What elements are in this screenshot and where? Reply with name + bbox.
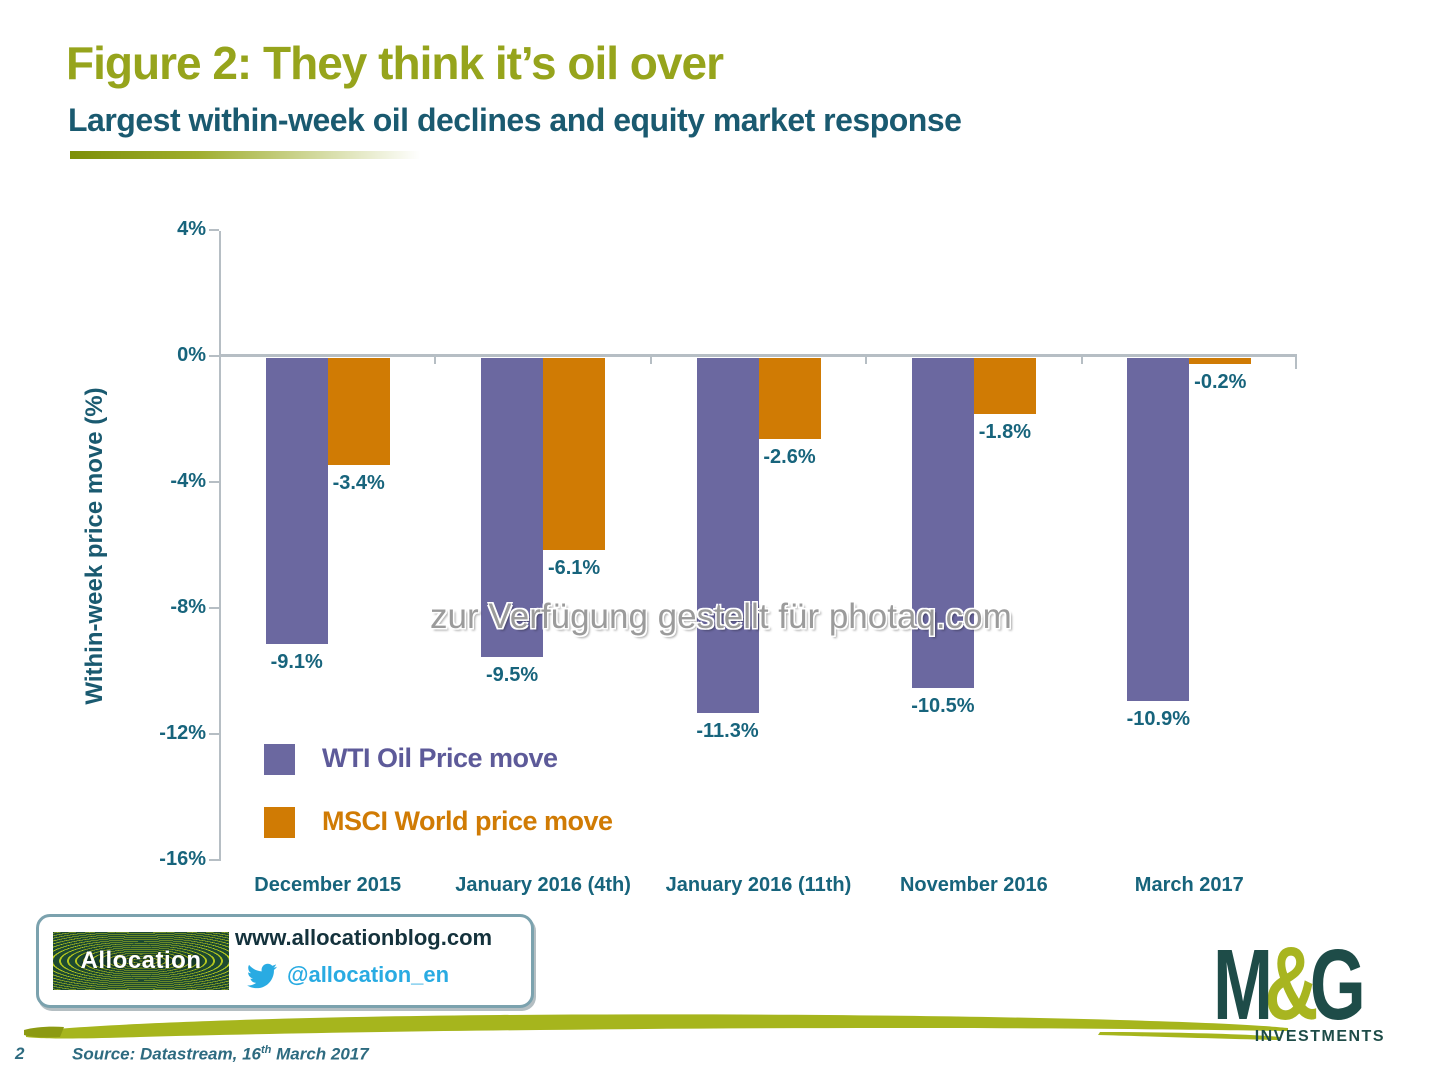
title-underline-rule: [70, 151, 435, 159]
source-note: Source: Datastream, 16th March 2017: [72, 1044, 369, 1065]
x-axis-tick: [865, 356, 868, 364]
msci-bar: [973, 357, 1036, 415]
zero-baseline: [219, 354, 1297, 357]
legend-label-msci: MSCI World price move: [322, 806, 613, 836]
y-axis-label: 4%: [177, 217, 206, 240]
y-axis-label: -4%: [170, 469, 206, 492]
bar-value-label: -0.2%: [1194, 370, 1247, 393]
x-axis-label: December 2015: [254, 874, 402, 896]
wti-bar: [1127, 357, 1190, 701]
bar-value-label: -10.5%: [911, 695, 975, 718]
page-number: 2: [15, 1044, 25, 1063]
x-axis-label: November 2016: [899, 874, 1048, 896]
y-axis-tick: [209, 480, 219, 483]
mandg-letters: M & G: [1213, 926, 1366, 1042]
twitter-handle-link[interactable]: @allocation_en: [287, 962, 450, 987]
brand-letter-m: M: [1213, 929, 1273, 1041]
source-superscript: th: [260, 1044, 272, 1056]
wti-bar: [911, 357, 974, 689]
x-axis-tick: [434, 356, 437, 364]
figure-title: Figure 2: They think it’s oil over: [66, 37, 724, 89]
y-axis-label: -12%: [159, 721, 206, 744]
brand-letter-g: G: [1309, 929, 1366, 1041]
x-axis-tick: [649, 356, 652, 364]
source-suffix: March 2017: [271, 1044, 369, 1064]
y-axis-tick: [209, 354, 219, 357]
website-link[interactable]: www.allocationblog.com: [235, 925, 493, 950]
source-prefix: Source: Datastream, 16: [72, 1044, 261, 1064]
x-axis-label: January 2016 (4th): [455, 874, 631, 896]
twitter-icon[interactable]: [247, 961, 277, 991]
x-axis-tick: [1080, 356, 1083, 364]
mandg-logo: M & G INVESTMENTS: [1213, 926, 1393, 1046]
bar-value-label: -6.1%: [547, 556, 601, 579]
allocation-logo[interactable]: Allocation: [53, 932, 229, 990]
figure-subtitle: Largest within-week oil declines and equ…: [68, 102, 962, 138]
msci-bar: [543, 357, 606, 550]
allocation-logo-text: Allocation: [80, 947, 202, 974]
legend-label-wti: WTI Oil Price move: [322, 743, 558, 773]
photaq-watermark: zur Verfügung gestellt für photaq.com: [430, 597, 1012, 636]
msci-bar: [1189, 357, 1252, 364]
allocation-banner: Allocation www.allocationblog.com @alloc…: [36, 914, 534, 1008]
msci-bar: [327, 357, 390, 465]
y-axis-label: -16%: [159, 847, 206, 870]
y-axis-line: [219, 231, 221, 861]
bar-value-label: -9.1%: [270, 651, 323, 674]
wti-bar: [265, 357, 328, 645]
bar-value-label: -3.4%: [332, 471, 385, 494]
legend-swatch-msci: [264, 807, 295, 838]
y-axis-tick: [209, 228, 219, 231]
x-axis-label: March 2017: [1134, 874, 1244, 896]
bar-value-label: -11.3%: [696, 720, 759, 743]
bar-value-label: -2.6%: [763, 446, 816, 469]
y-axis-tick: [209, 858, 219, 861]
y-axis-label: -8%: [170, 595, 206, 618]
x-axis-end-tick: [1295, 355, 1297, 369]
brush-stroke: [24, 1014, 1288, 1040]
brand-subtext: INVESTMENTS: [1254, 1028, 1385, 1045]
wti-bar: [696, 357, 759, 714]
bar-value-label: -1.8%: [978, 421, 1032, 444]
y-axis-title: Within-week price move (%): [81, 387, 108, 705]
legend-swatch-wti: [264, 744, 295, 775]
y-axis-label: 0%: [177, 343, 206, 366]
bar-value-label: -9.5%: [485, 663, 539, 686]
msci-bar: [758, 357, 821, 440]
wti-bar: [481, 357, 544, 657]
bar-value-label: -10.9%: [1126, 707, 1190, 730]
y-axis-tick: [209, 732, 219, 735]
y-axis-tick: [209, 606, 219, 609]
x-axis-label: January 2016 (11th): [665, 874, 852, 896]
brand-ampersand: &: [1264, 926, 1319, 1042]
